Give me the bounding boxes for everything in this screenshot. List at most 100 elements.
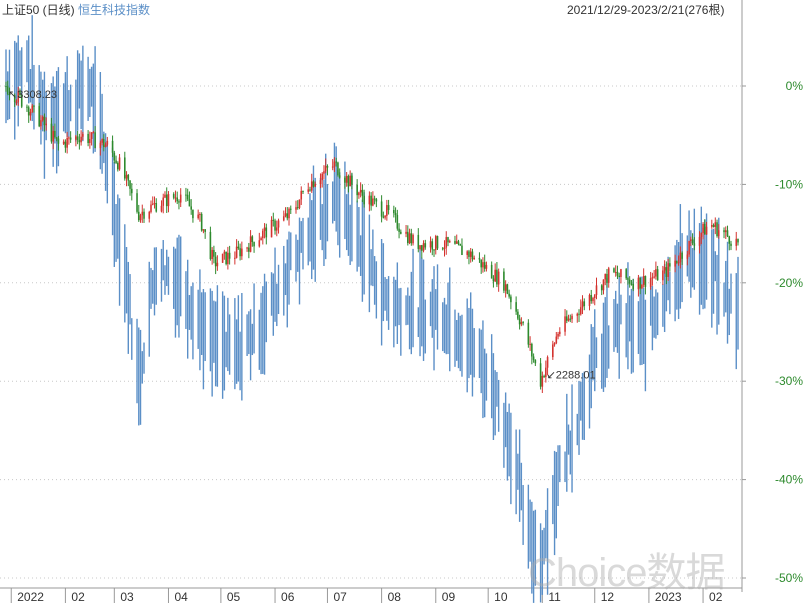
sse50-candle-body [309,189,311,191]
sse50-candle-body [641,284,643,289]
legend-sse50: 上证50 (日线) [2,3,75,17]
sse50-candle-body [468,251,470,257]
sse50-candle-body [347,175,350,187]
sse50-candle-body [227,252,229,265]
sse50-candle-body [662,270,664,281]
sse50-candle-body [282,216,285,221]
sse50-candle-body [192,209,194,219]
sse50-candle-body [717,230,720,237]
sse50-candle-body [728,236,731,244]
sse50-candle-body [429,241,432,248]
y-tick-label-4: -40% [775,473,803,487]
y-tick-label-1: -10% [775,177,803,191]
sse50-candle-body [296,207,299,209]
sse50-candle-body [241,248,243,257]
sse50-candle-body [148,211,151,219]
sse50-candle-body [375,199,378,202]
sse50-candle-body [40,120,42,127]
sse50-candle-body [723,230,725,233]
sse50-candle-body [504,284,507,291]
sse50-candle-body [592,297,594,302]
sse50-candle-body [436,236,439,249]
sse50-candle-body [137,211,140,221]
sse50-candle-body [286,213,289,219]
sse50-candle-body [454,241,456,244]
sse50-candle-body [522,322,524,324]
sse50-candle-body [569,318,572,320]
sse50-candle-body [679,252,682,263]
sse50-candle-body [45,123,47,126]
sse50-candle-body [235,246,238,258]
sse50-candle-body [447,237,449,243]
sse50-candle-body [216,262,219,267]
sse50-candle-body [50,123,53,142]
sse50-candle-body [31,105,34,112]
sse50-candle-body [185,194,187,196]
sse50-candle-body [517,311,519,319]
sse50-candle-body [618,275,621,278]
sse50-candle-body [363,195,365,205]
sse50-candle-body [730,243,732,246]
sse50-candle-body [480,259,482,268]
y-tick-label-5: -50% [775,571,803,585]
sse50-candle-body [321,173,324,181]
sse50-candle-body [111,140,114,153]
sse50-candle-body [237,246,240,249]
sse50-candle-body [520,322,523,325]
sse50-candle-body [478,257,481,260]
sse50-candle-body [310,181,313,191]
sse50-candle-body [361,189,364,196]
sse50-candle-body [13,95,16,103]
sse50-candle-body [625,269,627,279]
sse50-candle-body [433,249,435,251]
x-tick-label-10: 11 [548,590,561,604]
sse50-candle-body [76,136,79,140]
sse50-candle-body [419,245,421,249]
sse50-candle-body [55,137,58,139]
sse50-candle-body [202,229,205,231]
sse50-candle-body [178,201,180,203]
sse50-candle-body [422,243,425,251]
sse50-candle-body [565,316,568,321]
sse50-candle-body [368,195,371,205]
sse50-candle-body [90,132,93,139]
sse50-candle-body [527,322,530,345]
sse50-candle-body [338,175,341,178]
sse50-candle-body [249,236,252,252]
sse50-candle-body [260,238,262,241]
sse50-candle-body [200,214,203,231]
sse50-candle-body [52,130,54,142]
sse50-candle-body [101,139,103,143]
sse50-candle-body [676,260,678,263]
sse50-candle-body [263,227,266,231]
sse50-candle-body [78,139,81,143]
sse50-candle-body [372,198,374,206]
sse50-candle-body [724,230,727,233]
sse50-candle-body [663,267,666,271]
sse50-candle-body [314,184,317,187]
sse50-candle-body [262,230,264,239]
sse50-candle-body [735,238,738,246]
sse50-candle-body [564,316,566,332]
sse50-candle-body [356,184,358,196]
sse50-candle-body [289,208,292,210]
sse50-candle-body [87,133,89,143]
sse50-candle-body [571,315,573,320]
sse50-candle-body [136,193,138,212]
sse50-candle-body [669,263,671,267]
sse50-candle-body [455,241,458,244]
sse50-candle-body [118,157,121,170]
sse50-candle-body [344,177,346,183]
sse50-candle-body [6,86,9,95]
price-annotation-1: ↙2288.01 [547,369,596,381]
sse50-candle-body [179,194,182,203]
y-tick-label-3: -30% [775,374,803,388]
x-tick-label-0: 2022 [17,590,44,604]
sse50-candle-body [265,227,268,238]
sse50-candle-body [616,271,619,276]
sse50-candle-body [5,86,7,87]
sse50-candle-body [150,204,152,212]
sse50-candle-body [457,241,460,245]
sse50-candle-body [593,294,596,298]
x-tick-label-2: 03 [120,590,134,604]
